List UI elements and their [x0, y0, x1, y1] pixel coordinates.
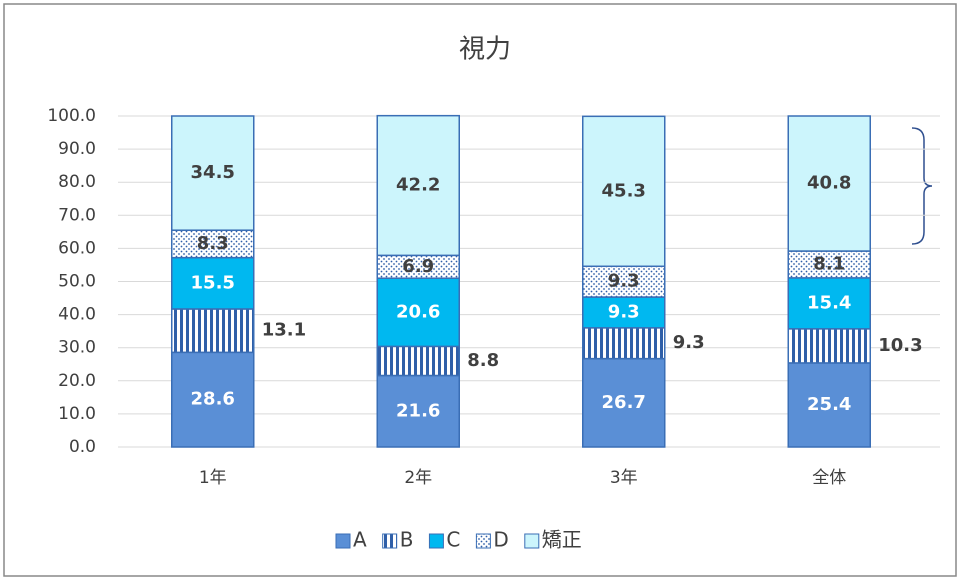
y-tick-label: 80.0: [58, 172, 96, 192]
data-label: 8.3: [197, 233, 229, 254]
data-label: 21.6: [396, 400, 440, 421]
y-tick-label: 10.0: [58, 404, 96, 424]
bar-segment: [787, 115, 871, 252]
data-label: 28.6: [191, 389, 235, 410]
data-label: 8.1: [813, 253, 845, 274]
y-tick-label: 40.0: [58, 305, 96, 325]
bar-segment: [376, 277, 460, 348]
y-tick-label: 0.0: [69, 437, 96, 457]
bar-segment: [582, 265, 666, 298]
legend-swatch: [382, 533, 398, 549]
data-label: 9.3: [608, 271, 640, 292]
y-tick-label: 90.0: [58, 139, 96, 159]
data-label: 15.4: [807, 292, 851, 313]
data-label: 9.3: [608, 301, 640, 322]
y-tick-label: 60.0: [58, 238, 96, 258]
legend-label: B: [400, 528, 414, 552]
x-tick-label: 1年: [199, 468, 227, 488]
data-label: 13.1: [262, 320, 306, 341]
x-tick-label: 3年: [610, 468, 638, 488]
bar-segment: [787, 250, 871, 279]
data-label: 40.8: [807, 173, 851, 194]
bracket: [911, 127, 933, 245]
data-label: 6.9: [402, 256, 434, 277]
bar-segment: [376, 374, 460, 448]
x-tick-label: 2年: [404, 468, 432, 488]
y-tick-label: 50.0: [58, 272, 96, 292]
y-tick-label: 30.0: [58, 338, 96, 358]
bar-segment: [582, 296, 666, 329]
legend-label: A: [353, 528, 367, 552]
data-label: 45.3: [602, 180, 646, 201]
legend-swatch: [524, 533, 540, 549]
bar-segment: [787, 328, 871, 364]
data-label: 34.5: [191, 162, 235, 183]
legend-label: 矯正: [542, 528, 582, 552]
bar-segment: [582, 327, 666, 360]
legend-swatch: [335, 533, 351, 549]
data-label: 15.5: [191, 272, 235, 293]
data-label: 26.7: [602, 392, 646, 413]
bar-segment: [787, 277, 871, 330]
data-label: 10.3: [878, 335, 922, 356]
legend-label: C: [446, 528, 460, 552]
bar-segment: [376, 114, 460, 257]
data-label: 42.2: [396, 175, 440, 196]
chart-title: 視力: [459, 35, 511, 65]
data-label: 9.3: [673, 332, 705, 353]
y-tick-label: 70.0: [58, 205, 96, 225]
bar-segment: [787, 362, 871, 448]
legend-swatch: [475, 533, 491, 549]
data-label: 25.4: [807, 394, 851, 415]
bar-segment: [171, 308, 255, 354]
bar-segment: [376, 345, 460, 377]
legend-label: D: [493, 528, 508, 552]
x-tick-label: 全体: [812, 468, 846, 488]
legend-swatch: [428, 533, 444, 549]
data-label: 8.8: [467, 350, 499, 371]
y-tick-label: 20.0: [58, 371, 96, 391]
y-tick-label: 100.0: [47, 106, 96, 126]
bar-segment: [171, 115, 255, 231]
data-label: 20.6: [396, 301, 440, 322]
bar-segment: [582, 115, 666, 268]
bar-segment: [582, 357, 666, 448]
